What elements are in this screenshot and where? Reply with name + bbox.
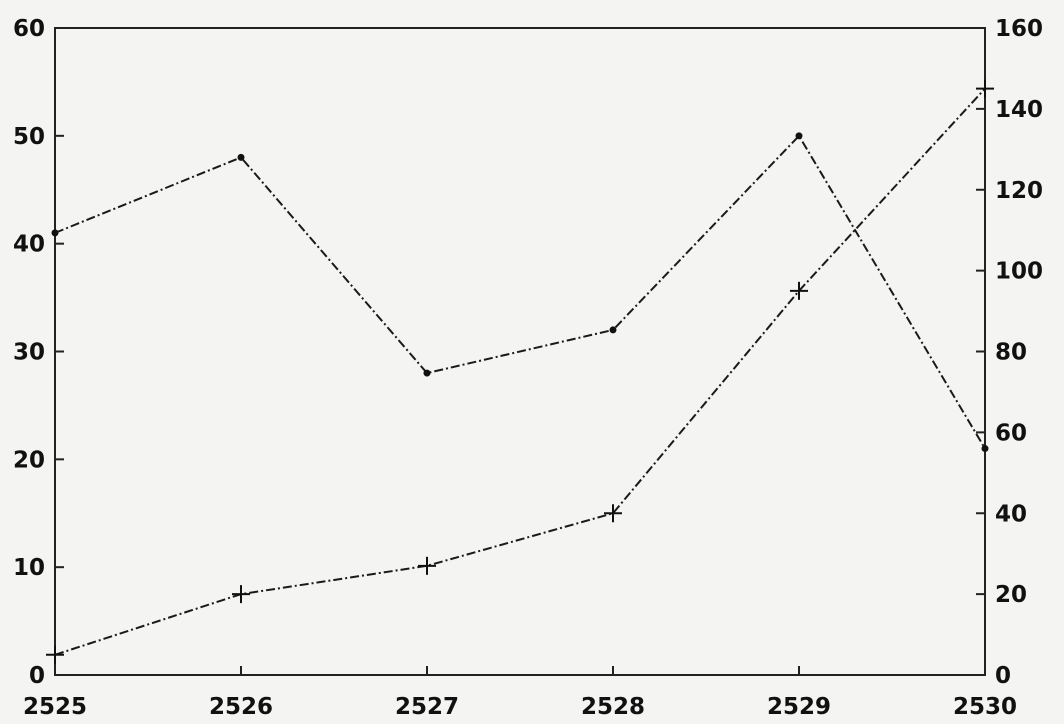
y-left-tick-label: 50 [13,124,45,150]
y-left-tick-label: 0 [29,663,45,689]
x-tick-label: 2529 [767,694,831,719]
data-point-plus [232,585,250,604]
y-right-tick-label: 120 [995,178,1043,204]
x-tick-label: 2528 [581,694,645,719]
series-line-1 [54,134,986,450]
tick-label-layer: 2525 2526 2527 2528 2529 2530 0 10 20 30 40 50 60 0 20… [13,16,1043,720]
y-right-tick-label: 100 [995,259,1043,285]
y-right-tick-label: 0 [995,663,1011,689]
y-right-tick-label: 40 [995,501,1027,527]
data-point-dot [423,369,431,377]
data-point-plus [46,645,64,664]
data-point-dot [609,326,617,334]
data-point-dot [51,229,59,237]
y-left-tick-label: 10 [13,555,45,581]
y-left-tick-label: 40 [13,232,45,258]
data-point-plus [790,281,808,300]
x-tick-label: 2526 [209,694,273,719]
y-right-tick-label: 60 [995,420,1027,446]
y-left-tick-label: 60 [13,16,45,42]
x-tick-label: 2525 [23,694,87,719]
y-left-tick-label: 30 [13,340,45,366]
data-point-dot [237,153,245,161]
x-tick-label: 2530 [953,694,1017,719]
x-tick-label: 2527 [395,694,459,719]
y-right-tick-label: 80 [995,340,1027,366]
data-point-dot [795,132,803,140]
y-right-tick-label: 140 [995,97,1043,123]
y-right-tick-label: 20 [995,582,1027,608]
marker-layer [46,79,994,664]
y-right-tick-label: 160 [995,16,1043,42]
series-line-2 [54,87,986,656]
tick-layer [54,27,986,676]
data-point-dot [981,445,989,453]
series-layer [54,87,986,656]
data-point-plus [976,79,994,98]
data-point-plus [418,556,436,575]
y-left-tick-label: 20 [13,447,45,473]
data-point-plus [604,504,622,523]
